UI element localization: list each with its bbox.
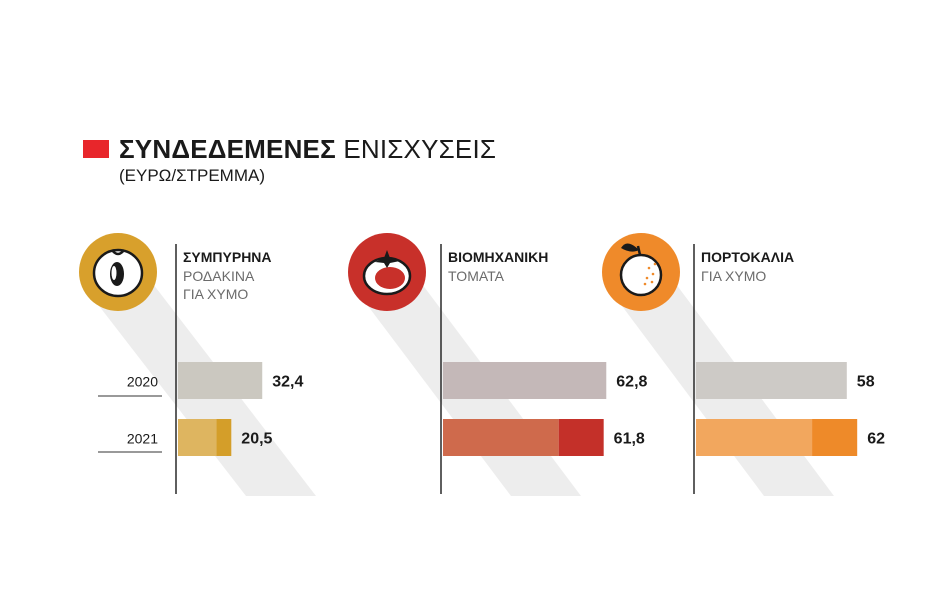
bar-2021-end: [216, 419, 232, 456]
tomato-icon: [348, 233, 426, 311]
year-label: 2021: [127, 431, 158, 447]
bar-2021-end: [812, 419, 858, 456]
chart-title-bold: ΣΥΝΔΕΔΕΜΕΝΕΣ: [119, 134, 336, 164]
bar-2020: [178, 362, 263, 399]
bar-value-label: 32,4: [272, 374, 303, 391]
peach-pit-highlight: [111, 266, 117, 280]
tomato-stem: [375, 250, 400, 268]
orange-leaf: [621, 243, 639, 252]
orange-peel-dot: [651, 272, 655, 276]
bar-value-label: 58: [857, 374, 875, 391]
title-marker: [83, 140, 109, 158]
chart-title: ΣΥΝΔΕΔΕΜΕΝΕΣ ΕΝΙΣΧΥΣΕΙΣ: [119, 134, 496, 165]
tomato-inner: [375, 267, 405, 289]
panel-subtitle: ΡΟΔΑΚΙΝΑ: [183, 268, 255, 284]
orange-body: [619, 253, 663, 297]
panel-title: ΒΙΟΜΗΧΑΝΙΚΗ: [448, 249, 548, 265]
orange-peel-dot: [643, 282, 647, 286]
bar-value-label: 20,5: [241, 431, 272, 448]
bar-2021: [696, 419, 813, 456]
orange-stem: [636, 245, 642, 256]
chart-subtitle: (ΕΥΡΩ/ΣΤΡΕΜΜΑ): [119, 166, 266, 185]
panel-subtitle: ΓΙΑ ΧΥΜΟ: [701, 268, 766, 284]
panel-subtitle: ΓΙΑ ΧΥΜΟ: [183, 286, 248, 302]
orange-icon: [602, 233, 680, 311]
bar-2021: [443, 419, 559, 456]
bar-2020: [443, 362, 607, 399]
panel-title: ΣΥΜΠΥΡΗΝΑ: [183, 249, 272, 265]
year-label: 2020: [127, 374, 158, 390]
bar-value-label: 61,8: [614, 431, 645, 448]
peach-top: [111, 249, 125, 256]
chart-title-light: ΕΝΙΣΧΥΣΕΙΣ: [343, 134, 497, 164]
orange-peel-dot: [650, 280, 654, 284]
peach-icon: [79, 233, 157, 311]
bar-2020: [696, 362, 847, 399]
orange-peel-dot: [647, 266, 651, 270]
panel-subtitle: ΤΟΜΑΤΑ: [448, 268, 505, 284]
bar-value-label: 62,8: [616, 374, 647, 391]
bar-2021: [178, 419, 217, 456]
bar-value-label: 62: [867, 431, 885, 448]
bar-2021-end: [558, 419, 604, 456]
panel-title: ΠΟΡΤΟΚΑΛΙΑ: [701, 249, 794, 265]
orange-peel-dot: [645, 276, 649, 280]
orange-peel-dot: [653, 262, 657, 266]
